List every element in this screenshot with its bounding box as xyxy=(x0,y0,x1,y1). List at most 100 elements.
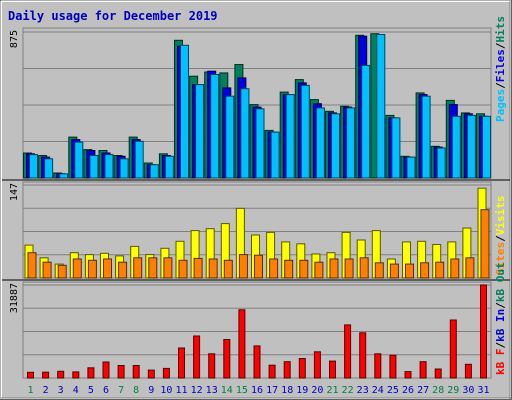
bar-pages-day-21 xyxy=(331,113,340,179)
x-tick-label-day-21: 21 xyxy=(326,385,338,396)
bar-kb-f-day-19 xyxy=(298,358,306,379)
x-axis-day-labels: 1 2 3 4 5 6 7 8 9 10 11 12 13 14 15 16 17 18 19 20 21 22 23 24 2… xyxy=(27,385,489,396)
bar-pages-day-28 xyxy=(436,147,446,179)
x-tick-label-day-26: 26 xyxy=(402,385,414,396)
bar-sites-day-6 xyxy=(103,258,112,279)
bar-sites-day-3 xyxy=(57,264,67,279)
bar-sites-day-30 xyxy=(465,257,475,279)
bar-kb-f-day-15 xyxy=(238,309,246,379)
bar-pages-day-27 xyxy=(421,95,431,179)
bar-pages-day-9 xyxy=(149,164,159,179)
bar-pages-day-6 xyxy=(104,154,114,179)
bar-kb-f-day-17 xyxy=(268,364,276,379)
legend-sep: / xyxy=(494,342,507,349)
bar-sites-day-1 xyxy=(27,252,37,279)
bar-kb-f-day-16 xyxy=(253,345,261,379)
bar-kb-f-day-23 xyxy=(359,332,367,379)
bar-sites-day-26 xyxy=(405,263,414,279)
legend-sep: / xyxy=(494,42,507,49)
x-tick-label-day-12: 12 xyxy=(191,385,203,396)
bar-pages-day-3 xyxy=(59,173,69,179)
legend-visits: Visits xyxy=(494,196,507,236)
x-tick-label-day-1: 1 xyxy=(27,385,33,396)
x-tick-label-day-27: 27 xyxy=(417,385,429,396)
x-tick-label-day-7: 7 xyxy=(118,385,124,396)
bar-kb-f-day-24 xyxy=(374,353,382,379)
x-tick-label-day-23: 23 xyxy=(357,385,369,396)
bar-kb-f-day-13 xyxy=(208,353,216,379)
bar-sites-day-17 xyxy=(269,258,279,279)
bar-kb-f-day-4 xyxy=(72,371,80,379)
legend-files: Files xyxy=(494,49,507,82)
x-tick-label-day-20: 20 xyxy=(311,385,323,396)
bar-sites-day-21 xyxy=(329,258,339,279)
bar-sites-day-4 xyxy=(72,258,82,279)
bar-sites-day-9 xyxy=(148,257,158,279)
legend-sep: / xyxy=(494,235,507,242)
x-tick-label-day-15: 15 xyxy=(236,385,248,396)
bar-sites-day-20 xyxy=(314,261,324,279)
bar-pages-day-16 xyxy=(255,108,265,179)
bar-kb-f-day-25 xyxy=(389,354,397,379)
bar-sites-day-13 xyxy=(208,258,218,279)
x-tick-label-day-2: 2 xyxy=(43,385,49,396)
x-tick-label-day-4: 4 xyxy=(73,385,79,396)
kbytes-panel-ymax-label: 31887 xyxy=(9,283,20,313)
bar-pages-day-12 xyxy=(195,84,205,179)
x-tick-label-day-16: 16 xyxy=(251,385,263,396)
x-tick-label-day-3: 3 xyxy=(58,385,64,396)
bar-pages-day-5 xyxy=(89,155,99,179)
legend-pages: Pages xyxy=(494,89,507,122)
bar-kb-f-day-21 xyxy=(329,360,336,379)
bar-kb-f-day-18 xyxy=(283,361,291,379)
bar-pages-day-31 xyxy=(482,115,491,179)
bar-pages-day-25 xyxy=(391,117,401,179)
x-tick-label-day-19: 19 xyxy=(296,385,308,396)
hits-panel-ymax-label: 875 xyxy=(9,30,20,48)
x-tick-label-day-29: 29 xyxy=(447,385,459,396)
legend-kbout: kB Out xyxy=(494,262,507,302)
bar-kb-f-day-5 xyxy=(87,367,95,379)
bar-sites-day-14 xyxy=(223,259,233,279)
bar-pages-day-19 xyxy=(300,84,310,179)
bar-sites-day-12 xyxy=(193,257,203,279)
bar-sites-day-29 xyxy=(450,258,460,279)
bar-pages-day-23 xyxy=(361,64,371,179)
bar-kb-f-day-9 xyxy=(147,369,155,379)
x-tick-label-day-13: 13 xyxy=(206,385,218,396)
bar-kb-f-day-10 xyxy=(162,367,170,379)
bar-marks xyxy=(2,33,510,379)
bar-kb-f-day-30 xyxy=(464,363,472,379)
bar-kb-f-day-11 xyxy=(178,347,185,379)
bar-sites-day-11 xyxy=(178,259,188,279)
bar-sites-day-16 xyxy=(254,254,263,279)
bar-sites-day-22 xyxy=(344,258,354,279)
bar-pages-day-30 xyxy=(466,114,476,179)
bar-sites-day-23 xyxy=(359,257,369,279)
bar-sites-day-5 xyxy=(87,259,97,279)
bar-pages-day-2 xyxy=(44,158,54,179)
bar-sites-day-19 xyxy=(299,259,309,279)
x-tick-label-day-28: 28 xyxy=(432,385,444,396)
bar-kb-f-day-28 xyxy=(434,368,442,379)
bar-kb-f-day-27 xyxy=(419,361,427,379)
bar-kb-f-day-26 xyxy=(404,371,412,379)
bar-kb-f-day-22 xyxy=(344,324,352,379)
bar-pages-day-26 xyxy=(406,156,416,179)
bar-pages-day-13 xyxy=(210,74,220,179)
visits-panel-ymax-label: 147 xyxy=(9,183,20,201)
bar-pages-day-20 xyxy=(315,107,325,179)
chart-title: Daily usage for December 2019 xyxy=(8,9,218,23)
bar-sites-day-31 xyxy=(480,209,490,279)
x-tick-label-day-5: 5 xyxy=(88,385,94,396)
bar-sites-day-28 xyxy=(435,261,445,279)
legend-sites: Sites xyxy=(494,242,507,275)
x-tick-label-day-11: 11 xyxy=(175,385,187,396)
x-tick-label-day-6: 6 xyxy=(103,385,109,396)
bar-kb-f-day-8 xyxy=(132,365,140,379)
bar-pages-day-11 xyxy=(180,44,189,179)
hits-panel-axis-legend: Pages/Files/Hits xyxy=(494,16,507,122)
x-tick-label-day-14: 14 xyxy=(221,385,233,396)
bar-pages-day-4 xyxy=(74,141,84,179)
